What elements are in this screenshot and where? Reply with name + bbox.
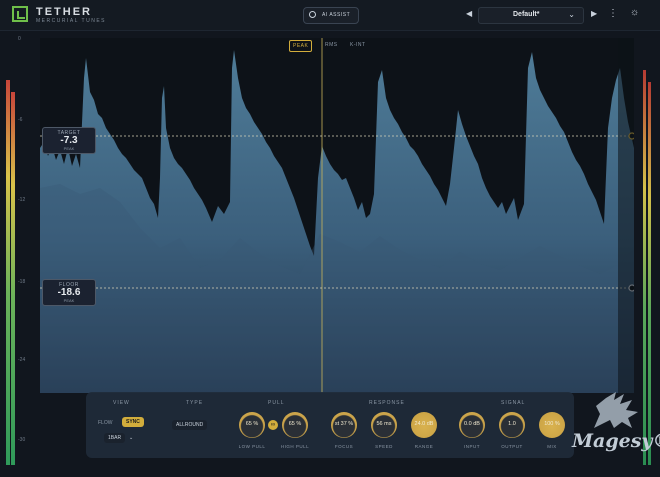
floor-title: FLOOR (59, 282, 79, 288)
range-label: RANGE (414, 444, 434, 449)
chevron-right-icon[interactable]: ▶ (591, 9, 598, 18)
mix-value: 100 % (544, 421, 560, 427)
ai-assist-label: AI ASSIST (322, 12, 351, 18)
top-bar: TETHER MERCURIAL TUNES AI ASSIST ◀ Defau… (0, 0, 660, 31)
high-pull-label: HIGH PULL (280, 444, 310, 449)
chevron-down-icon: ⌄ (568, 10, 575, 19)
input-label: INPUT (464, 444, 480, 449)
mix-label: MIX (547, 444, 557, 449)
scale-label: -18 (18, 279, 26, 285)
watermark-text: Magesy® (572, 430, 660, 452)
scale-label: -12 (18, 197, 26, 203)
target-value: -7.3 (60, 135, 78, 146)
target-sub: PEAK (63, 146, 75, 151)
target-icon (309, 11, 316, 18)
ai-assist-button[interactable]: AI ASSIST (303, 7, 359, 24)
preset-selector[interactable]: Default* ⌄ (478, 7, 584, 24)
griffin-logo (594, 392, 638, 428)
app-subtitle: MERCURIAL TUNES (36, 18, 107, 24)
focus-knob[interactable]: st 37 % (331, 412, 357, 438)
input-knob[interactable]: 0.0 dB (459, 412, 485, 438)
scale-label: -30 (18, 437, 26, 443)
scale-label: 0 (18, 36, 21, 42)
signal-title: SIGNAL (501, 400, 526, 406)
input-meter-right (11, 92, 15, 465)
mode-k-int[interactable]: K-INT (350, 42, 366, 48)
target-title: TARGET (57, 130, 81, 136)
low-pull-label: LOW PULL (238, 444, 266, 449)
preset-name: Default* (513, 11, 540, 18)
logo-icon (12, 6, 28, 22)
mix-knob[interactable]: 100 % (539, 412, 565, 438)
focus-value: st 37 % (334, 421, 354, 427)
low-pull-knob[interactable]: 65 % (239, 412, 265, 438)
mode-rms[interactable]: RMS (325, 42, 338, 48)
app-name: TETHER (36, 6, 92, 18)
speed-knob[interactable]: 56 ms (371, 412, 397, 438)
type-select[interactable]: ALLROUND (172, 420, 208, 430)
output-meter-left (643, 70, 646, 465)
rate-select[interactable]: 1BAR (104, 433, 126, 443)
link-icon[interactable]: ∞ (268, 420, 278, 430)
low-pull-value: 65 % (245, 421, 259, 427)
floor-sub: PEAK (63, 298, 75, 303)
response-title: RESPONSE (369, 400, 405, 406)
focus-label: FOCUS (334, 444, 354, 449)
control-panel: VIEW FLOW SYNC 1BAR ⌄ TYPE ALLROUND PULL… (86, 392, 574, 458)
waveform-envelope (40, 50, 634, 393)
high-pull-knob[interactable]: 65 % (282, 412, 308, 438)
pull-title: PULL (268, 400, 285, 406)
output-value: 1.0 (508, 421, 516, 427)
view-title: VIEW (113, 400, 130, 406)
flow-toggle[interactable]: FLOW (98, 420, 113, 426)
range-knob[interactable]: 24.0 dB (411, 412, 437, 438)
target-marker[interactable]: TARGET -7.3 PEAK (42, 127, 96, 154)
type-title: TYPE (186, 400, 204, 406)
speed-label: SPEED (375, 444, 393, 449)
chevron-left-icon[interactable]: ◀ (466, 9, 473, 18)
waveform-display[interactable] (40, 38, 634, 393)
output-label: OUTPUT (501, 444, 523, 449)
scale-label: -24 (18, 357, 26, 363)
scale-label: -6 (18, 117, 23, 123)
output-knob[interactable]: 1.0 (499, 412, 525, 438)
range-value: 24.0 dB (414, 421, 434, 427)
floor-marker[interactable]: FLOOR -18.6 PEAK (42, 279, 96, 306)
output-meter-right (648, 82, 651, 465)
floor-value: -18.6 (57, 287, 81, 298)
speed-value: 56 ms (376, 421, 392, 427)
kebab-menu-icon[interactable]: ⋮ (608, 8, 618, 19)
sync-toggle[interactable]: SYNC (122, 417, 144, 427)
mode-peak[interactable]: PEAK (289, 40, 313, 52)
waveform-rms-shadow (40, 184, 634, 393)
chevron-down-icon: ⌄ (129, 435, 134, 441)
sun-gear-icon[interactable]: ☼ (630, 7, 640, 18)
input-value: 0.0 dB (464, 421, 480, 427)
input-meter-left (6, 80, 10, 465)
high-pull-value: 65 % (288, 421, 302, 427)
